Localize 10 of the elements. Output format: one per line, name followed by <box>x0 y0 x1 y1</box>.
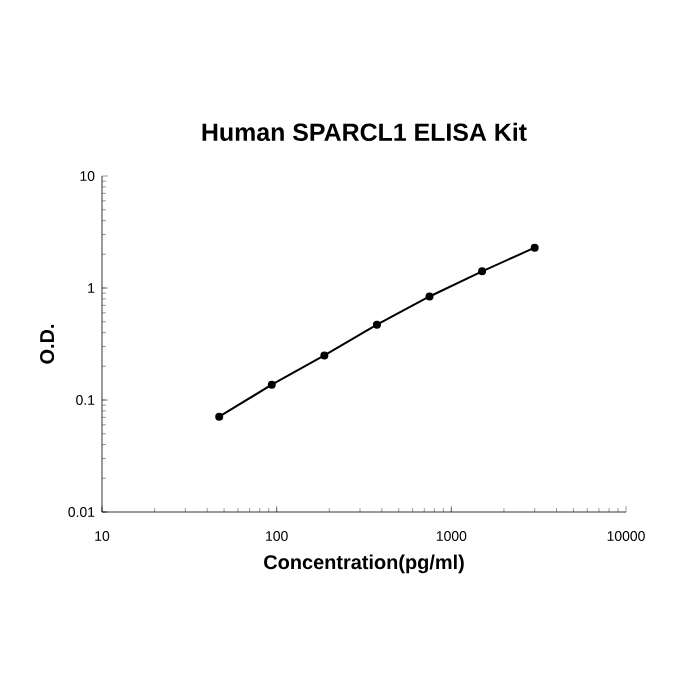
point <box>215 412 224 421</box>
y-axis-title: O.D. <box>40 324 55 364</box>
point <box>425 292 434 301</box>
point <box>530 243 539 252</box>
point <box>478 267 487 276</box>
x-axis-title: Concentration(pg/ml) <box>264 554 464 574</box>
point <box>320 351 329 360</box>
chart-title: Human SPARCL1 ELISA Kit <box>202 122 527 142</box>
point <box>372 320 381 329</box>
point <box>267 380 276 389</box>
